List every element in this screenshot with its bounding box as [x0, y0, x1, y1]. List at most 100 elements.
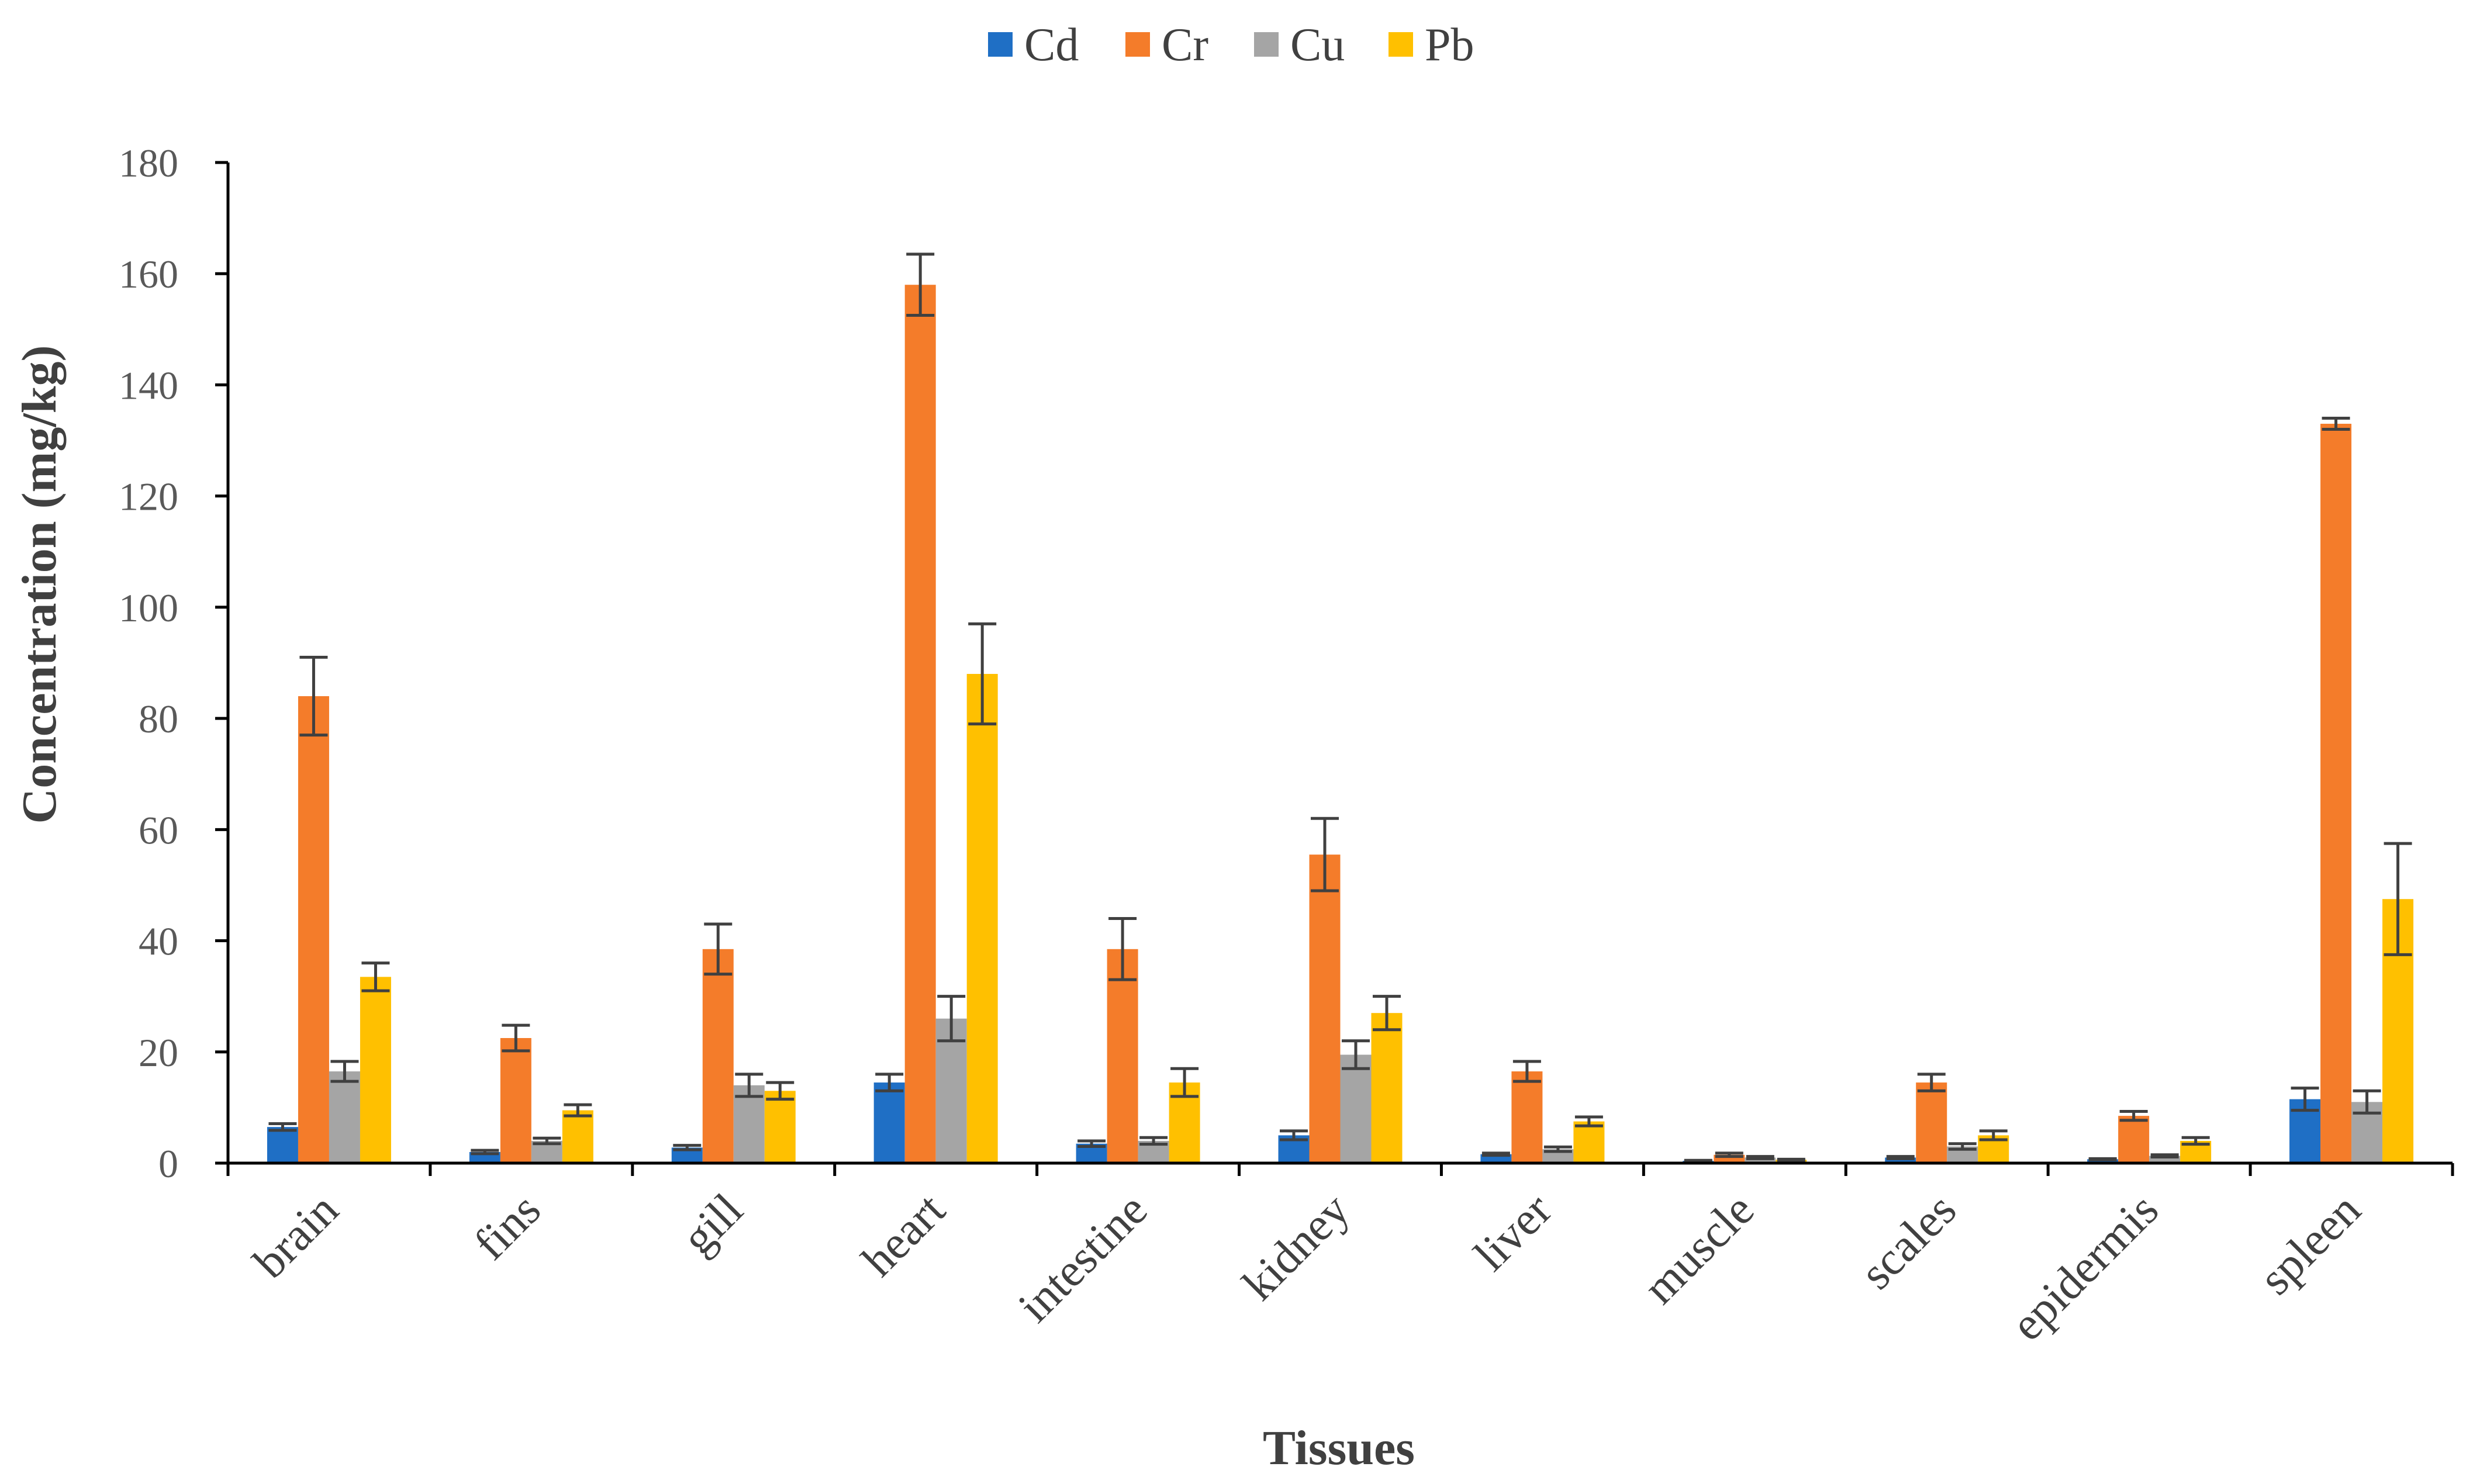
bar-pb-kidney: [1371, 1013, 1403, 1163]
y-tick-label: 140: [119, 363, 178, 407]
bar-pb-liver: [1573, 1121, 1605, 1163]
error-bar-pb-epidermis: [2181, 1136, 2210, 1146]
error-bar-cu-spleen: [2353, 1089, 2381, 1115]
error-bar-cd-epidermis: [2088, 1157, 2117, 1161]
legend-label-cu: Cu: [1290, 19, 1345, 71]
legend-swatch-pb: [1389, 32, 1413, 57]
error-bar-pb-liver: [1574, 1115, 1603, 1127]
error-bar-pb-heart: [968, 622, 997, 726]
bar-cd-heart: [873, 1082, 905, 1163]
error-bar-cd-fins: [471, 1149, 499, 1156]
legend-swatch-cu: [1254, 32, 1279, 57]
y-tick-label: 180: [119, 141, 178, 185]
error-bar-cd-heart: [875, 1073, 904, 1092]
y-tick-label: 100: [119, 586, 178, 630]
error-bar-cr-intestine: [1108, 917, 1137, 981]
bar-cr-fins: [500, 1038, 531, 1163]
y-tick-label: 60: [139, 808, 178, 852]
x-axis: brain fins gill heart intestine kidney liver mu…: [226, 1161, 2454, 1351]
bar-cr-spleen: [2320, 424, 2352, 1163]
bar-cr-heart: [904, 285, 936, 1164]
error-bar-cu-muscle: [1746, 1155, 1774, 1160]
y-tick-label: 0: [158, 1141, 178, 1186]
error-bar-cd-liver: [1481, 1151, 1510, 1157]
legend-label-cr: Cr: [1162, 19, 1208, 71]
error-bar-cr-liver: [1512, 1060, 1541, 1083]
error-bar-pb-scales: [1979, 1129, 2008, 1141]
bar-cr-brain: [298, 696, 329, 1163]
error-bar-cr-muscle: [1715, 1151, 1743, 1158]
error-bar-cu-kidney: [1342, 1039, 1370, 1070]
error-bar-cu-gill: [735, 1073, 764, 1098]
bar-cr-gill: [702, 949, 734, 1163]
y-tick-label: 20: [139, 1030, 178, 1075]
bar-pb-brain: [360, 977, 391, 1163]
y-tick-label: 40: [139, 919, 178, 964]
bar-cd-scales: [1885, 1157, 1916, 1163]
x-tick-label: heart: [852, 1184, 955, 1286]
legend-swatch-cd: [988, 32, 1013, 57]
legend-label-pb: Pb: [1425, 19, 1474, 71]
bar-cu-brain: [329, 1071, 360, 1163]
error-bar-cu-brain: [330, 1060, 359, 1083]
y-axis: 0 20 40 60 80 100 120 140 160 180: [119, 141, 230, 1186]
error-bar-cu-fins: [533, 1136, 561, 1146]
y-axis-title: Concentration (mg/kg): [12, 345, 67, 824]
bar-cu-heart: [935, 1018, 967, 1163]
error-bar-cu-intestine: [1139, 1136, 1168, 1146]
error-bar-pb-spleen: [2384, 842, 2412, 956]
error-bar-pb-kidney: [1373, 995, 1401, 1032]
x-tick-label: spleen: [2250, 1184, 2371, 1305]
y-tick-label: 120: [119, 475, 178, 519]
x-tick-label: scales: [1851, 1184, 1966, 1299]
error-bar-cr-heart: [906, 252, 935, 317]
error-bar-cr-kidney: [1311, 817, 1339, 893]
legend-label-cd: Cd: [1024, 19, 1079, 71]
error-bar-cu-epidermis: [2150, 1153, 2179, 1159]
error-bar-cu-liver: [1543, 1145, 1572, 1153]
x-tick-label: muscle: [1634, 1184, 1764, 1314]
error-bar-cu-heart: [937, 995, 966, 1043]
error-bar-cu-scales: [1948, 1142, 1977, 1151]
error-bar-cd-scales: [1886, 1155, 1915, 1160]
x-axis-title: Tissues: [1263, 1421, 1415, 1475]
bar-cr-scales: [1916, 1082, 1947, 1163]
bar-cu-gill: [733, 1085, 765, 1163]
legend-swatch-cr: [1125, 32, 1150, 57]
x-tick-label: epidermis: [2002, 1184, 2168, 1351]
error-bar-cr-fins: [502, 1023, 530, 1053]
error-bar-pb-intestine: [1170, 1067, 1199, 1098]
bar-cr-kidney: [1309, 855, 1341, 1163]
x-tick-label: brain: [244, 1184, 348, 1288]
bar-cr-liver: [1511, 1071, 1543, 1163]
error-bar-cd-brain: [268, 1122, 297, 1132]
bar-series-group: [267, 285, 2414, 1164]
error-bar-cr-scales: [1917, 1073, 1946, 1092]
bar-cr-epidermis: [2118, 1116, 2150, 1163]
error-bar-group: [268, 252, 2412, 1163]
bar-cu-kidney: [1340, 1054, 1372, 1163]
x-tick-label: gill: [672, 1184, 753, 1265]
x-tick-label: liver: [1465, 1184, 1562, 1281]
error-bar-cr-brain: [299, 655, 328, 737]
error-bar-cd-gill: [673, 1144, 702, 1151]
error-bar-cr-spleen: [2322, 417, 2350, 431]
chart-legend: Cd Cr Cu Pb: [988, 19, 1474, 71]
error-bar-cr-gill: [704, 922, 733, 976]
error-bar-pb-muscle: [1777, 1157, 1805, 1162]
error-bar-cd-spleen: [2291, 1087, 2319, 1112]
y-tick-label: 160: [119, 252, 178, 296]
bar-cd-brain: [267, 1127, 298, 1163]
error-bar-cd-intestine: [1077, 1139, 1106, 1148]
bar-pb-heart: [966, 674, 998, 1163]
bar-pb-fins: [562, 1110, 593, 1163]
error-bar-pb-brain: [361, 961, 390, 992]
x-tick-label: intestine: [1008, 1184, 1157, 1333]
error-bar-cd-muscle: [1684, 1158, 1712, 1163]
bar-cr-intestine: [1107, 949, 1138, 1163]
y-tick-label: 80: [139, 697, 178, 741]
bar-cu-muscle: [1745, 1157, 1776, 1163]
error-bar-cd-kidney: [1280, 1129, 1308, 1141]
bar-pb-gill: [764, 1091, 796, 1163]
